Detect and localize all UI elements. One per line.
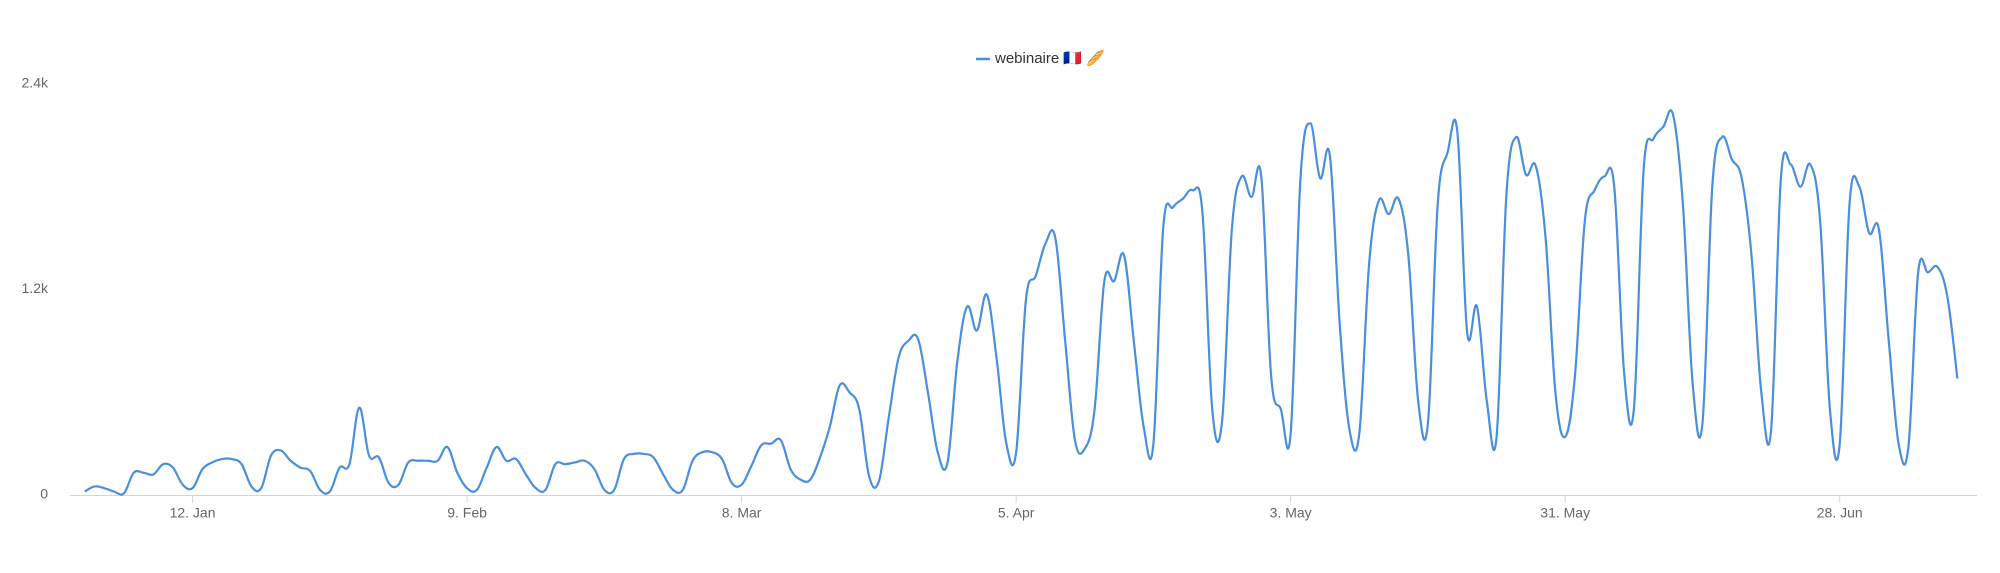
x-tick-label: 8. Mar (722, 505, 762, 521)
y-tick-label: 1.2k (22, 280, 49, 296)
x-tick-label: 9. Feb (447, 505, 487, 521)
line-series (84, 109, 1959, 496)
legend-text: webinaire 🇫🇷 🥖 (994, 49, 1105, 67)
x-tick-label: 5. Apr (998, 505, 1035, 521)
x-tick-label: 31. May (1540, 505, 1590, 521)
x-tick-label: 12. Jan (170, 505, 216, 521)
y-tick-label: 2.4k (22, 75, 49, 91)
y-tick-label: 0 (40, 486, 48, 502)
x-tick-label: 28. Jun (1817, 505, 1863, 521)
x-tick-label: 3. May (1270, 505, 1312, 521)
